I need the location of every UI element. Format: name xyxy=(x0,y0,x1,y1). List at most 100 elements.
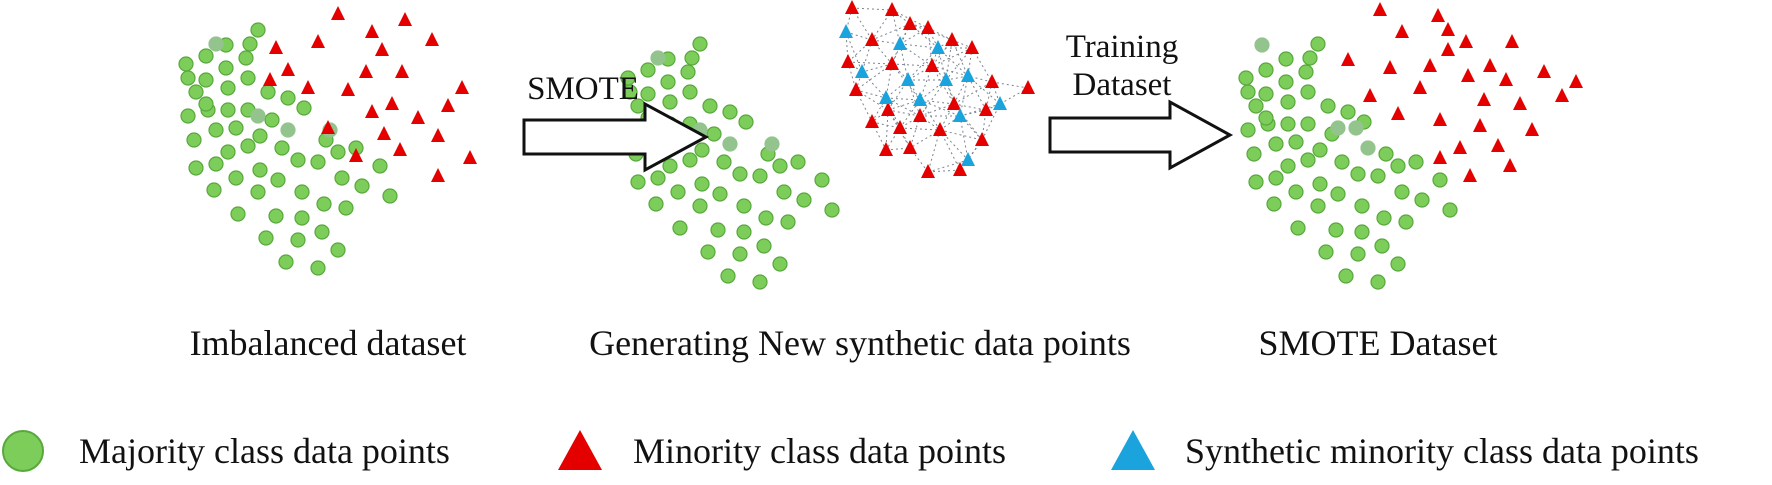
majority-point xyxy=(1238,70,1254,86)
majority-point xyxy=(290,152,306,168)
neighbor-link xyxy=(919,99,955,105)
majority-point xyxy=(220,80,236,96)
neighbor-link xyxy=(885,109,889,151)
majority-point xyxy=(732,166,748,182)
majority-point xyxy=(630,174,646,190)
minority-point xyxy=(865,114,879,128)
neighbor-link xyxy=(953,103,987,111)
majority-point xyxy=(334,170,350,186)
green-circle-icon xyxy=(2,430,44,472)
minority-point xyxy=(985,74,999,88)
majority-point xyxy=(240,70,256,86)
minority-point xyxy=(1383,60,1397,74)
majority-point xyxy=(206,182,222,198)
majority-point xyxy=(1248,174,1264,190)
majority-point xyxy=(240,138,256,154)
minority-point xyxy=(903,16,917,30)
majority-point xyxy=(1408,154,1424,170)
red-triangle-icon xyxy=(558,430,602,470)
majority-point xyxy=(650,170,666,186)
majority-point xyxy=(228,120,244,136)
blue-triangle-icon xyxy=(1111,430,1155,470)
neighbor-link xyxy=(981,103,1001,141)
majority-point xyxy=(1278,74,1294,90)
majority-point xyxy=(790,154,806,170)
neighbor-link xyxy=(927,129,941,173)
majority-point xyxy=(250,108,266,124)
majority-point xyxy=(1258,86,1274,102)
legend-majority-label: Majority class data points xyxy=(79,431,450,471)
majority-point xyxy=(700,244,716,260)
minority-point xyxy=(398,12,412,26)
majority-point xyxy=(382,188,398,204)
majority-point xyxy=(660,74,676,90)
majority-point xyxy=(264,112,280,128)
minority-point xyxy=(965,40,979,54)
imbalanced-dataset-scatter xyxy=(178,6,477,276)
synthetic-point xyxy=(893,36,907,50)
majority-point xyxy=(178,56,194,72)
majority-point xyxy=(1360,140,1376,156)
majority-point xyxy=(238,50,254,66)
majority-point xyxy=(758,210,774,226)
majority-point xyxy=(736,198,752,214)
majority-point xyxy=(1248,98,1264,114)
minority-point xyxy=(947,96,961,110)
smote-arrow xyxy=(522,101,710,173)
majority-point xyxy=(1318,244,1334,260)
majority-point xyxy=(1290,220,1306,236)
minority-point xyxy=(849,82,863,96)
minority-point xyxy=(1555,88,1569,102)
majority-point xyxy=(198,48,214,64)
majority-point xyxy=(1312,142,1328,158)
minority-point xyxy=(953,162,967,176)
majority-point xyxy=(1390,158,1406,174)
majority-point xyxy=(1288,134,1304,150)
neighbor-link xyxy=(927,159,969,173)
neighbor-link xyxy=(959,103,1001,117)
majority-point xyxy=(1330,186,1346,202)
minority-point xyxy=(921,164,935,178)
neighbor-link xyxy=(845,31,863,73)
majority-point xyxy=(752,274,768,290)
majority-point xyxy=(1240,122,1256,138)
majority-point xyxy=(692,198,708,214)
minority-point xyxy=(431,128,445,142)
majority-point xyxy=(736,224,752,240)
generating-synthetic-caption: Generating New synthetic data points xyxy=(589,323,1131,363)
majority-point xyxy=(372,158,388,174)
legend-icons xyxy=(2,430,1155,472)
synthetic-point xyxy=(901,72,915,86)
neighbor-link xyxy=(899,127,941,131)
minority-point xyxy=(1505,34,1519,48)
minority-point xyxy=(1513,96,1527,110)
minority-point xyxy=(1537,64,1551,78)
majority-point xyxy=(186,132,202,148)
majority-point xyxy=(716,154,732,170)
neighbor-link xyxy=(959,75,969,117)
training-dataset-arrow-label: Training Dataset xyxy=(1066,28,1178,104)
majority-point xyxy=(1378,146,1394,162)
majority-point xyxy=(764,136,780,152)
neighbor-link xyxy=(959,115,983,141)
neighbor-link xyxy=(871,23,911,41)
majority-point xyxy=(710,222,726,238)
majority-point xyxy=(692,36,708,52)
majority-point xyxy=(752,168,768,184)
minority-point xyxy=(269,40,283,54)
minority-point xyxy=(1483,58,1497,72)
synthetic-point xyxy=(953,108,967,122)
majority-point xyxy=(1376,210,1392,226)
neighbor-link xyxy=(945,39,953,81)
majority-point xyxy=(1394,184,1410,200)
minority-point xyxy=(885,56,899,70)
majority-point xyxy=(672,220,688,236)
minority-point xyxy=(1441,42,1455,56)
majority-point xyxy=(772,158,788,174)
synthetic-point xyxy=(939,72,953,86)
majority-point xyxy=(1280,94,1296,110)
minority-point xyxy=(377,126,391,140)
majority-point xyxy=(208,122,224,138)
majority-point xyxy=(274,140,290,156)
